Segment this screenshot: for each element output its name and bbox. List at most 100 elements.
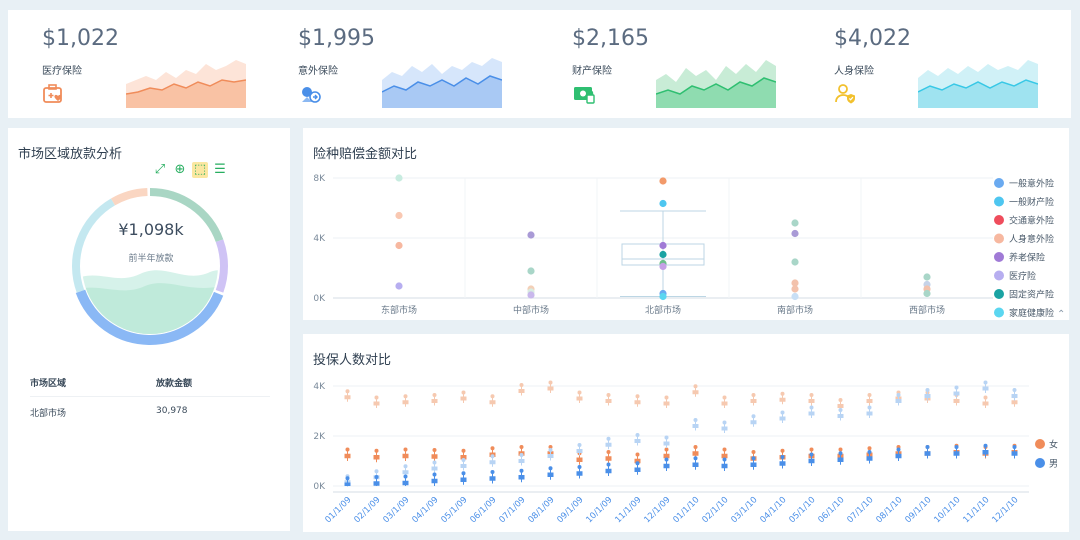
outlier-point[interactable]: [867, 393, 872, 397]
box-body[interactable]: [431, 478, 438, 484]
legend-label[interactable]: 固定资产险: [1009, 289, 1054, 301]
box-body[interactable]: [982, 450, 989, 455]
box-body[interactable]: [721, 463, 728, 469]
outlier-point[interactable]: [403, 464, 408, 469]
outlier-point[interactable]: [490, 446, 495, 451]
kpi-card-property[interactable]: $2,165 财产保险: [572, 10, 832, 118]
box-body[interactable]: [373, 455, 380, 460]
box-body[interactable]: [634, 400, 641, 405]
box-body[interactable]: [663, 401, 670, 406]
outlier-point[interactable]: [548, 466, 553, 471]
outlier-point[interactable]: [983, 395, 988, 400]
outlier-point[interactable]: [896, 447, 901, 452]
outlier-point[interactable]: [432, 472, 437, 477]
outlier-point[interactable]: [461, 390, 466, 395]
data-point[interactable]: [395, 241, 403, 250]
box-body[interactable]: [721, 453, 728, 459]
legend-label[interactable]: 女: [1049, 439, 1058, 451]
outlier-point[interactable]: [490, 470, 495, 474]
donut-segment[interactable]: [215, 239, 228, 293]
box-body[interactable]: [460, 464, 467, 468]
data-point[interactable]: [791, 258, 799, 266]
box-body[interactable]: [750, 420, 757, 425]
outlier-point[interactable]: [664, 447, 669, 452]
outlier-point[interactable]: [809, 393, 814, 397]
outlier-point[interactable]: [374, 448, 379, 453]
box-body[interactable]: [576, 396, 583, 401]
outlier-point[interactable]: [722, 395, 727, 400]
select-icon[interactable]: ⬚: [192, 162, 208, 178]
data-point[interactable]: [659, 250, 667, 259]
box-body[interactable]: [692, 424, 699, 428]
outlier-point[interactable]: [780, 455, 785, 459]
outlier-point[interactable]: [432, 460, 437, 465]
legend-label[interactable]: 医疗险: [1009, 270, 1036, 282]
data-point[interactable]: [923, 273, 931, 281]
outlier-point[interactable]: [403, 447, 408, 452]
box-body[interactable]: [634, 458, 641, 464]
legend-label[interactable]: 交通意外险: [1009, 215, 1054, 227]
outlier-point[interactable]: [432, 448, 437, 452]
legend-label[interactable]: 男: [1049, 459, 1058, 470]
box-body[interactable]: [402, 480, 409, 486]
box-body[interactable]: [866, 399, 873, 403]
outlier-point[interactable]: [490, 454, 495, 459]
box-body[interactable]: [953, 391, 960, 396]
outlier-point[interactable]: [577, 465, 582, 469]
box-body[interactable]: [634, 467, 641, 473]
box-body[interactable]: [750, 462, 757, 468]
outlier-point[interactable]: [635, 452, 640, 457]
box-body[interactable]: [605, 399, 612, 403]
legend-marker[interactable]: [994, 233, 1004, 244]
box-body[interactable]: [663, 453, 670, 459]
outlier-point[interactable]: [432, 393, 437, 397]
outlier-point[interactable]: [722, 420, 727, 425]
outlier-point[interactable]: [403, 474, 408, 479]
box-body[interactable]: [489, 460, 496, 465]
outlier-point[interactable]: [374, 469, 379, 474]
outlier-point[interactable]: [751, 414, 756, 419]
outlier-point[interactable]: [548, 380, 553, 385]
box-body[interactable]: [547, 472, 554, 478]
outlier-point[interactable]: [461, 458, 466, 462]
legend-marker[interactable]: [994, 178, 1004, 188]
outlier-point[interactable]: [867, 446, 872, 451]
box-body[interactable]: [547, 386, 554, 391]
outlier-point[interactable]: [751, 393, 756, 397]
box-body[interactable]: [518, 389, 525, 393]
box-body[interactable]: [518, 475, 525, 480]
data-point[interactable]: [791, 285, 799, 293]
outlier-point[interactable]: [809, 447, 814, 452]
data-point[interactable]: [527, 231, 535, 239]
data-point[interactable]: [923, 289, 931, 298]
box-body[interactable]: [779, 397, 786, 402]
box-body[interactable]: [750, 399, 757, 403]
box-body[interactable]: [953, 399, 960, 403]
outlier-point[interactable]: [867, 450, 872, 454]
legend-marker[interactable]: [994, 196, 1004, 207]
box-body[interactable]: [576, 471, 583, 476]
box-body[interactable]: [837, 414, 844, 418]
legend-label[interactable]: 人身意外险: [1009, 233, 1054, 245]
outlier-point[interactable]: [606, 450, 611, 454]
outlier-point[interactable]: [519, 453, 524, 457]
outlier-point[interactable]: [751, 456, 756, 461]
kpi-card-accident[interactable]: $1,995 意外保险: [298, 10, 558, 118]
outlier-point[interactable]: [519, 383, 524, 387]
outlier-point[interactable]: [751, 450, 756, 454]
data-point[interactable]: [395, 282, 403, 290]
box-body[interactable]: [779, 416, 786, 421]
outlier-point[interactable]: [577, 390, 582, 395]
box-body[interactable]: [489, 476, 496, 481]
box-body[interactable]: [402, 453, 409, 459]
outlier-point[interactable]: [809, 405, 814, 410]
outlier-point[interactable]: [780, 410, 785, 415]
outlier-point[interactable]: [548, 448, 553, 452]
box-body[interactable]: [808, 411, 815, 416]
box-body[interactable]: [808, 458, 815, 464]
donut-segment[interactable]: [75, 289, 224, 345]
outlier-point[interactable]: [983, 380, 988, 385]
data-point[interactable]: [659, 177, 667, 185]
outlier-point[interactable]: [374, 475, 379, 479]
box-body[interactable]: [431, 454, 438, 459]
